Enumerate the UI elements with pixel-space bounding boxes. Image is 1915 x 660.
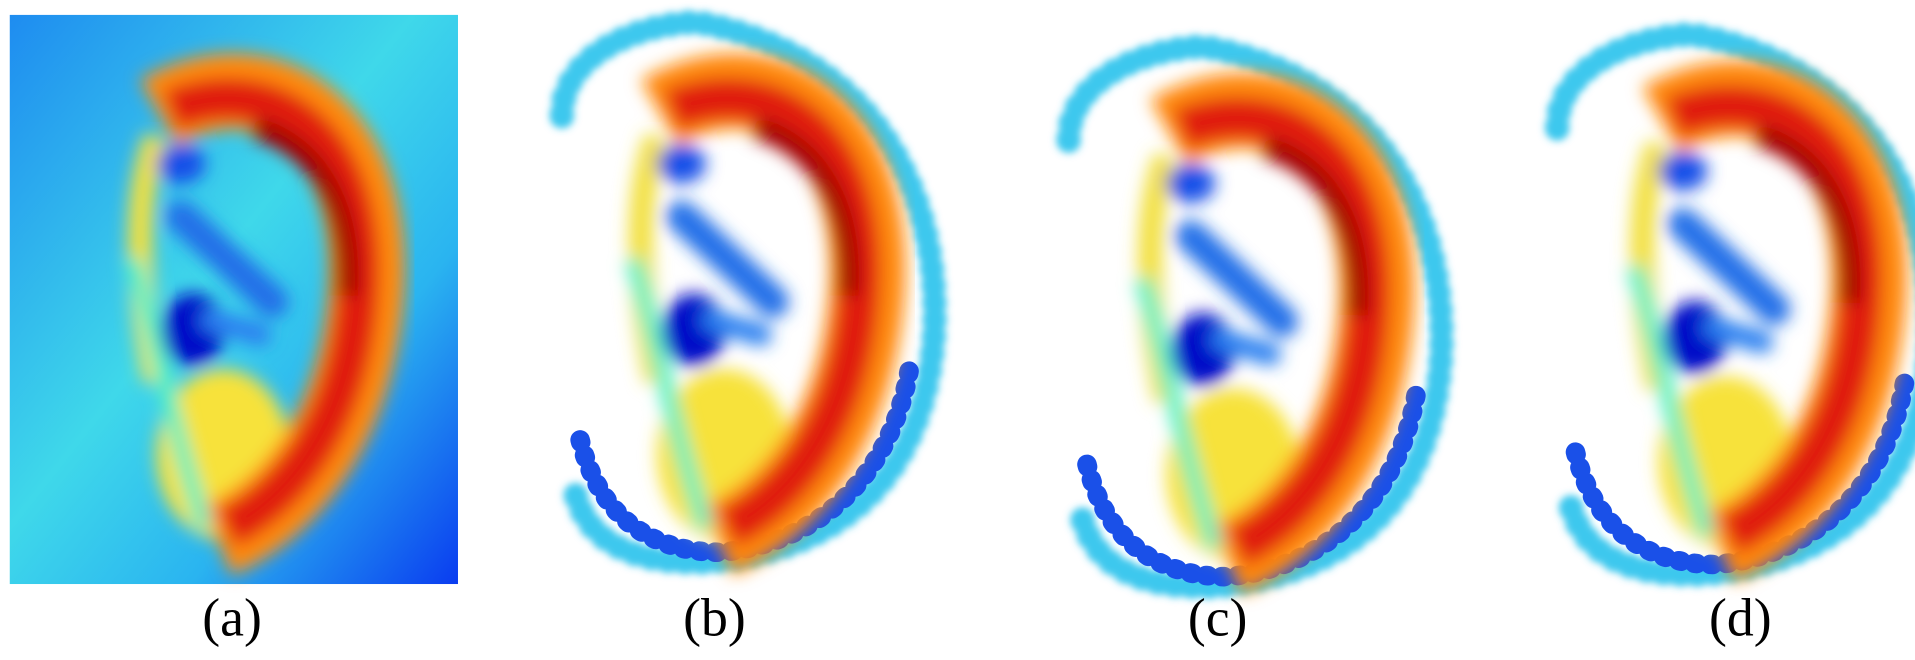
panel-c: (c) [1069, 47, 1442, 647]
panel-a: (a) [9, 14, 458, 647]
ear-heatmap [633, 91, 868, 540]
panel-label: (a) [202, 587, 262, 647]
ear-heatmap [1634, 99, 1869, 548]
panel-label: (c) [1188, 587, 1248, 647]
panel-label: (b) [683, 587, 746, 647]
panel-b: (b) [562, 22, 935, 647]
panel-d: (d) [1557, 34, 1915, 647]
panel-label: (d) [1709, 587, 1772, 647]
ear-heatmap [1142, 111, 1377, 560]
